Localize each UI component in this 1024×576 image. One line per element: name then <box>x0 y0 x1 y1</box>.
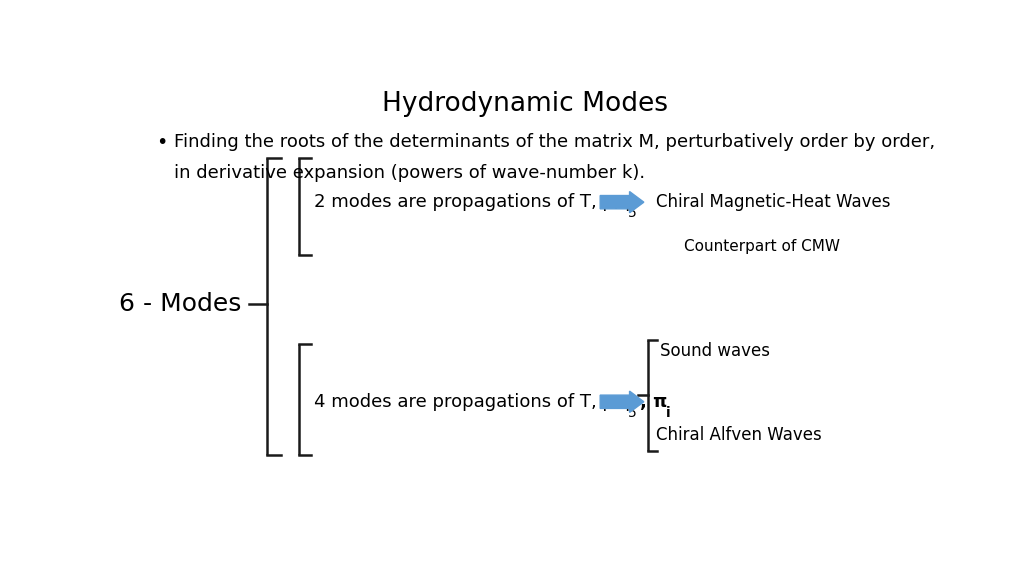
Text: •: • <box>156 134 167 153</box>
Text: 2 modes are propagations of T, μ, μ: 2 modes are propagations of T, μ, μ <box>314 193 637 211</box>
FancyArrow shape <box>600 192 644 213</box>
Text: 4 modes are propagations of T, μ, μ: 4 modes are propagations of T, μ, μ <box>314 393 637 411</box>
Text: Finding the roots of the determinants of the matrix M, perturbatively order by o: Finding the roots of the determinants of… <box>174 134 935 151</box>
Text: Chiral Magnetic-Heat Waves: Chiral Magnetic-Heat Waves <box>655 193 890 211</box>
Text: 6 - Modes: 6 - Modes <box>119 292 242 316</box>
Text: in derivative expansion (powers of wave-number k).: in derivative expansion (powers of wave-… <box>174 165 645 183</box>
Text: i: i <box>666 406 671 420</box>
Text: Chiral Alfven Waves: Chiral Alfven Waves <box>655 426 821 444</box>
Text: , π: , π <box>640 393 668 411</box>
Text: Hydrodynamic Modes: Hydrodynamic Modes <box>382 92 668 118</box>
FancyArrow shape <box>600 391 644 412</box>
Text: 5: 5 <box>628 406 637 420</box>
Text: Sound waves: Sound waves <box>659 342 770 360</box>
Text: 5: 5 <box>628 206 637 220</box>
Text: Counterpart of CMW: Counterpart of CMW <box>684 239 840 254</box>
